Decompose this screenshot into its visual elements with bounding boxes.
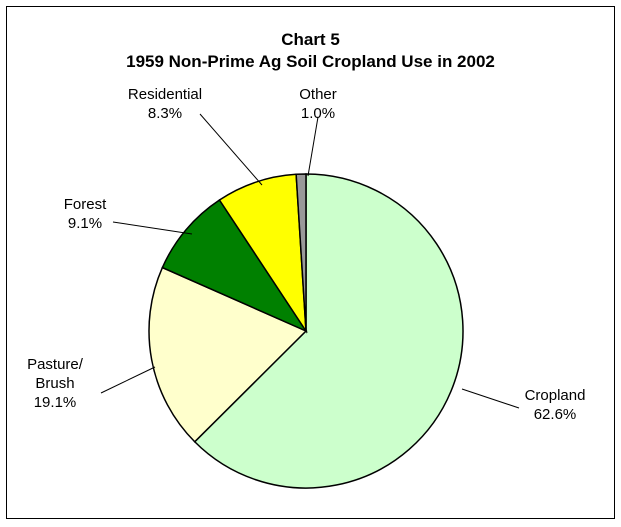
pie-slice <box>161 198 309 333</box>
pie-slice <box>295 173 307 332</box>
slice-label: Cropland 62.6% <box>510 386 600 424</box>
leader-line <box>461 388 520 409</box>
leader-line <box>112 221 193 235</box>
value-label: 19.1% <box>33 394 77 411</box>
category-label: Pasture/ Brush <box>27 356 83 392</box>
leader-line <box>199 113 263 186</box>
chart-subtitle: 1959 Non-Prime Ag Soil Cropland Use in 2… <box>126 52 495 71</box>
value-label: 62.6% <box>533 406 577 423</box>
chart-title: Chart 5 <box>281 30 340 49</box>
pie-slice <box>193 173 464 489</box>
category-label: Residential <box>127 86 203 103</box>
leader-line <box>307 116 319 177</box>
slice-label: Forest 9.1% <box>50 195 120 233</box>
slice-label: Other 1.0% <box>288 85 348 123</box>
slice-label: Residential 8.3% <box>120 85 210 123</box>
slice-label: Pasture/ Brush 19.1% <box>20 355 90 412</box>
category-label: Cropland <box>524 387 586 404</box>
leader-line <box>100 366 156 394</box>
value-label: 8.3% <box>147 105 183 122</box>
category-label: Other <box>299 86 337 103</box>
category-label: Forest <box>63 196 107 213</box>
value-label: 1.0% <box>300 105 336 122</box>
value-label: 9.1% <box>67 215 103 232</box>
pie-slice <box>148 266 308 443</box>
